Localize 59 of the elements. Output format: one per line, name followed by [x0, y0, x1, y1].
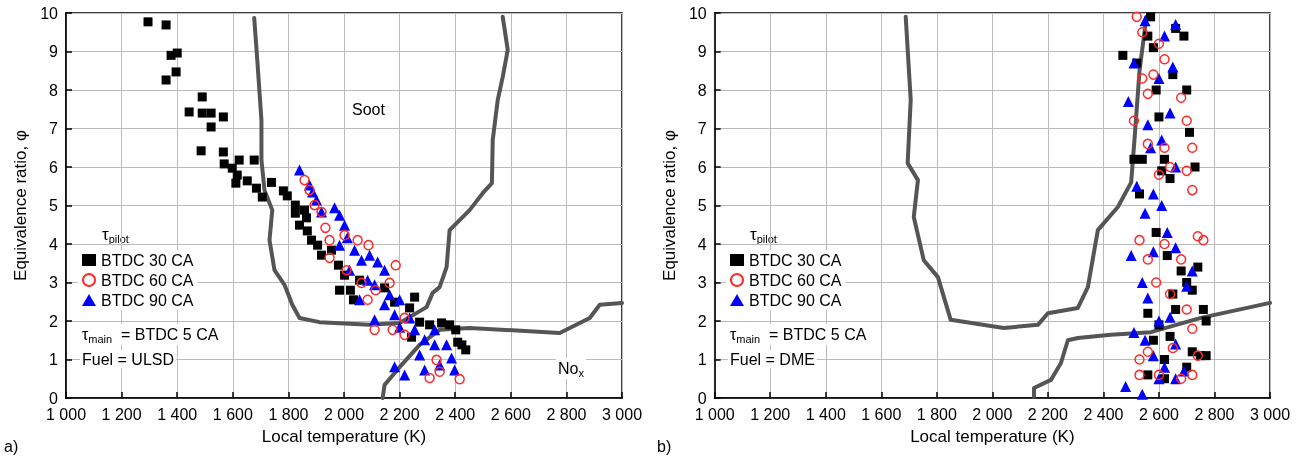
legend-label: BTDC 60 CA	[749, 271, 842, 289]
x-tick-label: 1 200	[101, 405, 142, 423]
x-tick-label: 2 000	[323, 405, 365, 423]
y-tick-label: 7	[49, 120, 59, 137]
y-axis-title: Equivalence ratio, φ	[660, 130, 679, 281]
y-tick-label: 5	[697, 197, 707, 214]
y-tick-label: 3	[49, 274, 59, 291]
y-tick-label: 0	[697, 389, 707, 407]
x-tick-label: 2 200	[379, 405, 420, 423]
annotation: Soot	[352, 100, 386, 118]
y-tick-label: 9	[697, 43, 707, 60]
y-tick-label: 7	[697, 120, 707, 137]
y-tick-label: 10	[40, 4, 59, 22]
x-tick-label: 2 400	[1083, 405, 1124, 423]
annotation: Fuel = ULSD	[82, 350, 175, 368]
y-tick-label: 9	[49, 43, 59, 60]
x-tick-label: 1 800	[268, 405, 309, 423]
x-tick-label: 2 400	[435, 405, 476, 423]
x-tick-label: 1 000	[45, 405, 87, 423]
x-tick-label: 2 000	[972, 405, 1013, 423]
x-tick-label: 1 600	[212, 405, 253, 423]
x-tick-label: 1 400	[157, 405, 198, 423]
text: a)	[4, 437, 19, 455]
legend-label: BTDC 60 CA	[101, 271, 194, 289]
x-tick-label: 2 800	[1194, 405, 1235, 423]
legend-label: BTDC 30 CA	[749, 251, 842, 269]
x-tick-label: 2 800	[546, 405, 587, 423]
x-tick-label: 2 600	[1138, 405, 1180, 423]
x-tick-label: 1 400	[805, 405, 846, 423]
y-tick-label: 6	[49, 158, 59, 176]
y-tick-label: 4	[697, 235, 707, 253]
y-tick-label: 8	[49, 81, 59, 99]
y-tick-label: 1	[49, 351, 59, 368]
x-tick-label: 1 800	[916, 405, 957, 423]
y-tick-label: 8	[697, 81, 707, 99]
x-axis-title: Local temperature (K)	[261, 427, 427, 446]
y-tick-label: 4	[49, 235, 59, 253]
x-tick-label: 3 000	[601, 405, 643, 423]
y-tick-label: 3	[697, 274, 707, 291]
annotation: Fuel = DME	[730, 350, 815, 368]
y-tick-label: 1	[697, 351, 707, 368]
x-tick-label: 1 200	[750, 405, 791, 423]
y-tick-label: 5	[49, 197, 59, 214]
x-tick-label: 1 000	[694, 405, 735, 423]
y-axis-title: Equivalence ratio, φ	[11, 130, 31, 281]
x-tick-label: 2 200	[1027, 405, 1068, 423]
x-tick-label: 1 600	[861, 405, 902, 423]
x-tick-label: 2 600	[490, 405, 531, 423]
text: b)	[657, 437, 672, 455]
legend-label: BTDC 30 CA	[101, 251, 194, 269]
y-tick-label: 10	[688, 4, 707, 22]
y-tick-label: 2	[697, 312, 707, 330]
legend-label: BTDC 90 CA	[101, 291, 194, 309]
y-tick-label: 6	[697, 158, 707, 176]
x-axis-title: Local temperature (K)	[910, 427, 1075, 446]
y-tick-label: 2	[49, 312, 59, 330]
y-tick-label: 0	[49, 389, 59, 407]
legend-label: BTDC 90 CA	[749, 291, 842, 309]
x-tick-label: 3 000	[1249, 405, 1291, 423]
